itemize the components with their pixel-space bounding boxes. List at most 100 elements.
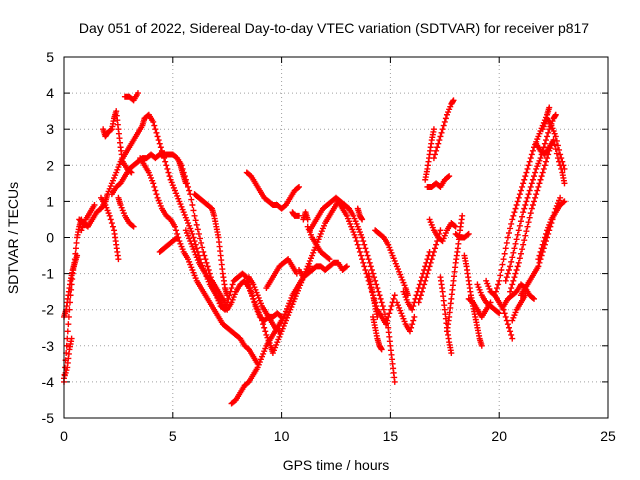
data-point [503, 239, 510, 246]
x-tick-label: 0 [60, 428, 68, 444]
data-point [255, 361, 262, 368]
series-s48 [533, 137, 568, 187]
data-point [176, 198, 183, 205]
data-point [276, 328, 283, 335]
data-point [229, 281, 236, 288]
data-point [115, 256, 122, 263]
data-point [501, 310, 508, 317]
data-point [491, 292, 498, 299]
data-point [305, 226, 312, 233]
data-point [475, 284, 482, 291]
data-point [549, 125, 556, 132]
data-point [182, 227, 189, 234]
data-point [108, 180, 115, 187]
data-point [446, 173, 453, 180]
data-point [422, 277, 429, 284]
data-point [164, 165, 171, 172]
series-s50 [500, 281, 538, 310]
data-point [384, 320, 391, 327]
data-point [526, 158, 533, 165]
data-point [104, 207, 111, 214]
data-point [105, 188, 112, 195]
chart-title: Day 051 of 2022, Sidereal Day-to-day VTE… [79, 20, 589, 36]
data-point [529, 147, 536, 154]
data-point [546, 126, 553, 133]
data-point [183, 229, 190, 236]
data-point [533, 165, 540, 172]
data-point [552, 111, 559, 118]
data-point [188, 228, 195, 235]
series-s5 [76, 111, 398, 357]
data-point [442, 115, 449, 122]
data-point [182, 180, 189, 187]
data-point [379, 303, 386, 310]
data-point [151, 122, 158, 129]
data-point [154, 194, 161, 201]
data-point [359, 234, 366, 241]
data-point [348, 223, 355, 230]
data-point [109, 177, 116, 184]
data-point [400, 279, 407, 286]
data-point [529, 294, 536, 301]
data-point [426, 263, 433, 270]
data-point [180, 209, 187, 216]
data-point [393, 299, 400, 306]
data-point [550, 137, 557, 144]
data-point [355, 226, 362, 233]
data-point [106, 185, 113, 192]
data-point [495, 309, 502, 316]
data-point [272, 344, 279, 351]
data-point [151, 183, 158, 190]
data-point [485, 283, 492, 290]
data-point [445, 174, 452, 181]
data-point [190, 269, 197, 276]
data-point [254, 308, 261, 315]
data-point [519, 246, 526, 253]
data-point [513, 236, 520, 243]
data-point [356, 248, 363, 255]
data-point [166, 173, 173, 180]
series-s11 [137, 155, 261, 367]
data-point [360, 259, 367, 266]
data-point [522, 232, 529, 239]
data-point [372, 277, 379, 284]
data-point [536, 259, 543, 266]
data-point [542, 158, 549, 165]
data-point [167, 176, 174, 183]
data-point [507, 328, 514, 335]
data-point [285, 303, 292, 310]
data-point [73, 239, 80, 246]
data-point [547, 219, 554, 226]
series-s30 [400, 248, 433, 313]
data-point [416, 295, 423, 302]
data-point [253, 305, 260, 312]
data-point [544, 227, 551, 234]
data-point [546, 221, 553, 228]
data-point [508, 331, 515, 338]
data-point [252, 303, 259, 310]
data-point [276, 333, 283, 340]
data-point [294, 184, 301, 191]
data-point [368, 266, 375, 273]
data-point [396, 268, 403, 275]
data-point [148, 174, 155, 181]
data-point [186, 187, 193, 194]
data-point [521, 205, 528, 212]
data-point [107, 127, 114, 134]
data-point [280, 313, 287, 320]
data-point [512, 240, 519, 247]
data-point [528, 205, 535, 212]
series-s47 [535, 198, 568, 263]
data-points [61, 90, 568, 407]
data-point [503, 317, 510, 324]
data-point [391, 378, 398, 385]
data-point [519, 213, 526, 220]
data-point [494, 285, 501, 292]
data-point [540, 144, 547, 151]
data-point [192, 251, 199, 258]
data-point [108, 220, 115, 227]
data-point [545, 129, 552, 136]
data-point [306, 229, 313, 236]
data-point [214, 294, 221, 301]
data-point [497, 272, 504, 279]
